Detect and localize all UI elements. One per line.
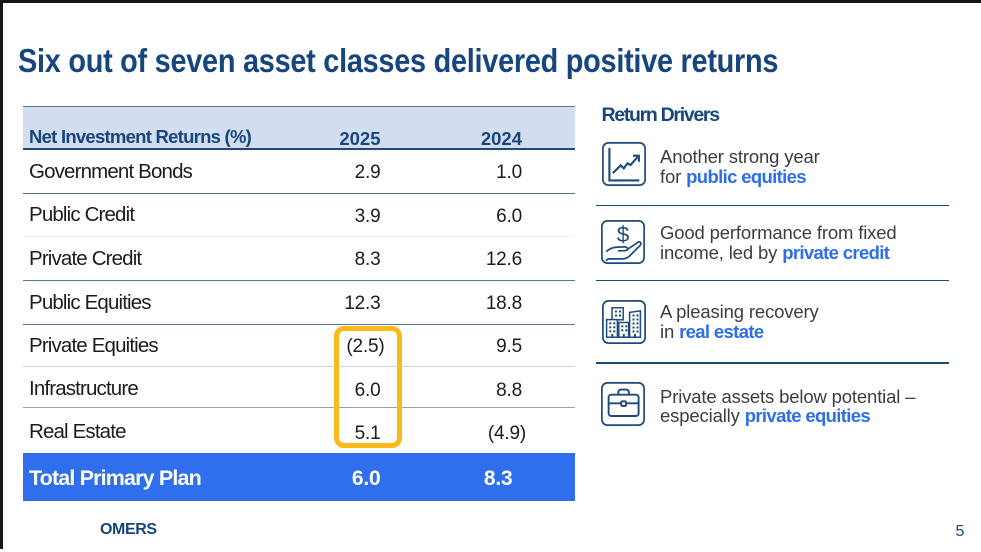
svg-text:$: $	[616, 222, 629, 247]
